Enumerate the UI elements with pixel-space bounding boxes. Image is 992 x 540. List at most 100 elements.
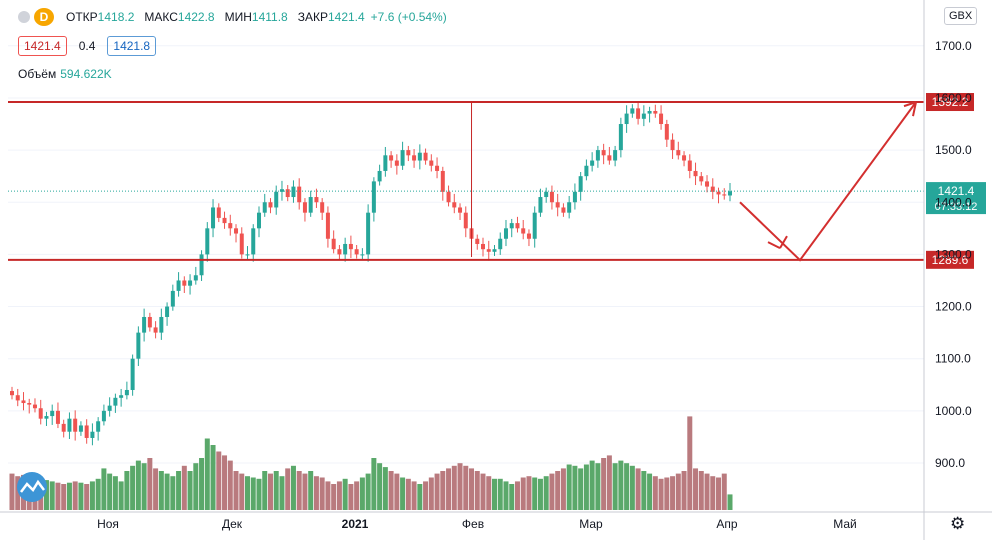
volume-bar (49, 481, 55, 510)
candle-body (670, 139, 675, 151)
exchange-badge: D (34, 8, 54, 26)
candle-body (503, 228, 508, 239)
open-label: ОТКР (66, 10, 98, 24)
candle-body (211, 207, 216, 229)
y-tick-label: 900.0 (935, 456, 965, 470)
volume-bar (354, 481, 360, 510)
x-tick-label: Дек (222, 517, 243, 531)
candle-body (297, 186, 302, 203)
candle-body (130, 358, 135, 390)
level-label-box (926, 93, 974, 112)
volume-bar (647, 473, 653, 510)
volume-bar (61, 484, 67, 510)
candle-body (360, 254, 365, 256)
candle-body (27, 403, 32, 405)
candle-body (67, 418, 72, 432)
x-tick-label: Фев (462, 517, 484, 531)
candle-body (262, 202, 267, 213)
candle-body (343, 243, 348, 255)
candle-body (538, 197, 543, 213)
volume-bar (158, 471, 164, 510)
volume-bar (176, 471, 182, 510)
volume-bar (84, 484, 90, 510)
volume-bar (245, 476, 251, 510)
candle-body (153, 327, 158, 333)
candle-body (412, 155, 417, 161)
levels: 1592.2 1289.6 1421.4 07:33:12 (8, 93, 986, 269)
volume-legend: Объём 594.622K (18, 67, 112, 81)
volume-bar (153, 468, 159, 510)
candle-body (124, 389, 129, 396)
candle-body (653, 110, 658, 114)
candle-body (268, 202, 273, 208)
candle-body (682, 155, 687, 161)
candle-body (10, 391, 14, 396)
symbol-icon[interactable] (18, 11, 30, 23)
buy-price-box[interactable]: 1421.8 (107, 36, 157, 56)
volume-bar (112, 476, 118, 510)
volume-bar (170, 476, 176, 510)
volume-bar (325, 481, 331, 510)
candle-body (170, 290, 175, 307)
volume-bar (698, 471, 704, 510)
volume-bar (290, 465, 296, 510)
volume-bar (727, 494, 733, 510)
change-value: +7.6 (+0.54%) (370, 10, 447, 24)
candle-body (561, 207, 566, 213)
volume-bar (193, 463, 199, 510)
low-label: МИН (224, 10, 252, 24)
candle-body (325, 212, 330, 239)
volume-bar (549, 473, 555, 510)
currency-button[interactable]: GBX (944, 7, 978, 25)
candle-body (147, 316, 152, 328)
volume-bar (66, 482, 72, 510)
volume-bar (135, 460, 141, 510)
gear-icon[interactable]: ⚙ (950, 514, 966, 533)
volume-bar (204, 438, 210, 510)
volume-bar (107, 473, 113, 510)
volume-bar (359, 477, 365, 510)
x-tick-label: Май (833, 517, 857, 531)
volume-bar (555, 471, 561, 510)
y-tick-label: 1000.0 (935, 404, 972, 418)
candle-body (601, 150, 606, 156)
candle-body (188, 280, 193, 286)
volume-bar (250, 477, 256, 510)
spread-value: 0.4 (78, 39, 96, 53)
candle-body (193, 275, 198, 281)
grid (8, 0, 924, 512)
candle-body (515, 223, 520, 229)
candle-body (55, 410, 60, 424)
candle-body (113, 397, 118, 406)
volume-bar (400, 477, 406, 510)
candle-body (308, 197, 313, 213)
volume-bar (313, 476, 319, 510)
volume-bar (227, 460, 233, 510)
candle-body (406, 150, 411, 156)
quote-row: 1421.4 0.4 1421.8 (18, 36, 157, 56)
volume-bar (256, 478, 262, 510)
candle-body (84, 425, 89, 438)
volume-bar (15, 476, 21, 510)
candle-body (96, 421, 101, 432)
volume-bar (95, 478, 101, 510)
level-label: 1592.2 (932, 95, 969, 109)
volume-bar (560, 468, 566, 510)
candle-body (549, 191, 554, 203)
candle-body (435, 165, 440, 171)
high-value: 1422.8 (177, 10, 215, 24)
volume-bar (566, 464, 572, 510)
volume-bar (710, 476, 716, 510)
arrow-head-up (903, 101, 917, 117)
volume-bar (342, 478, 348, 510)
volume-bar (606, 455, 612, 510)
sell-price-box[interactable]: 1421.4 (18, 36, 67, 56)
volume-bar (302, 473, 308, 510)
volume-bar (181, 465, 187, 510)
candle-body (228, 223, 233, 229)
volume-bar (216, 451, 222, 510)
candle-body (199, 254, 204, 276)
volume-value: 594.622K (60, 67, 112, 81)
candle-body (705, 181, 710, 187)
